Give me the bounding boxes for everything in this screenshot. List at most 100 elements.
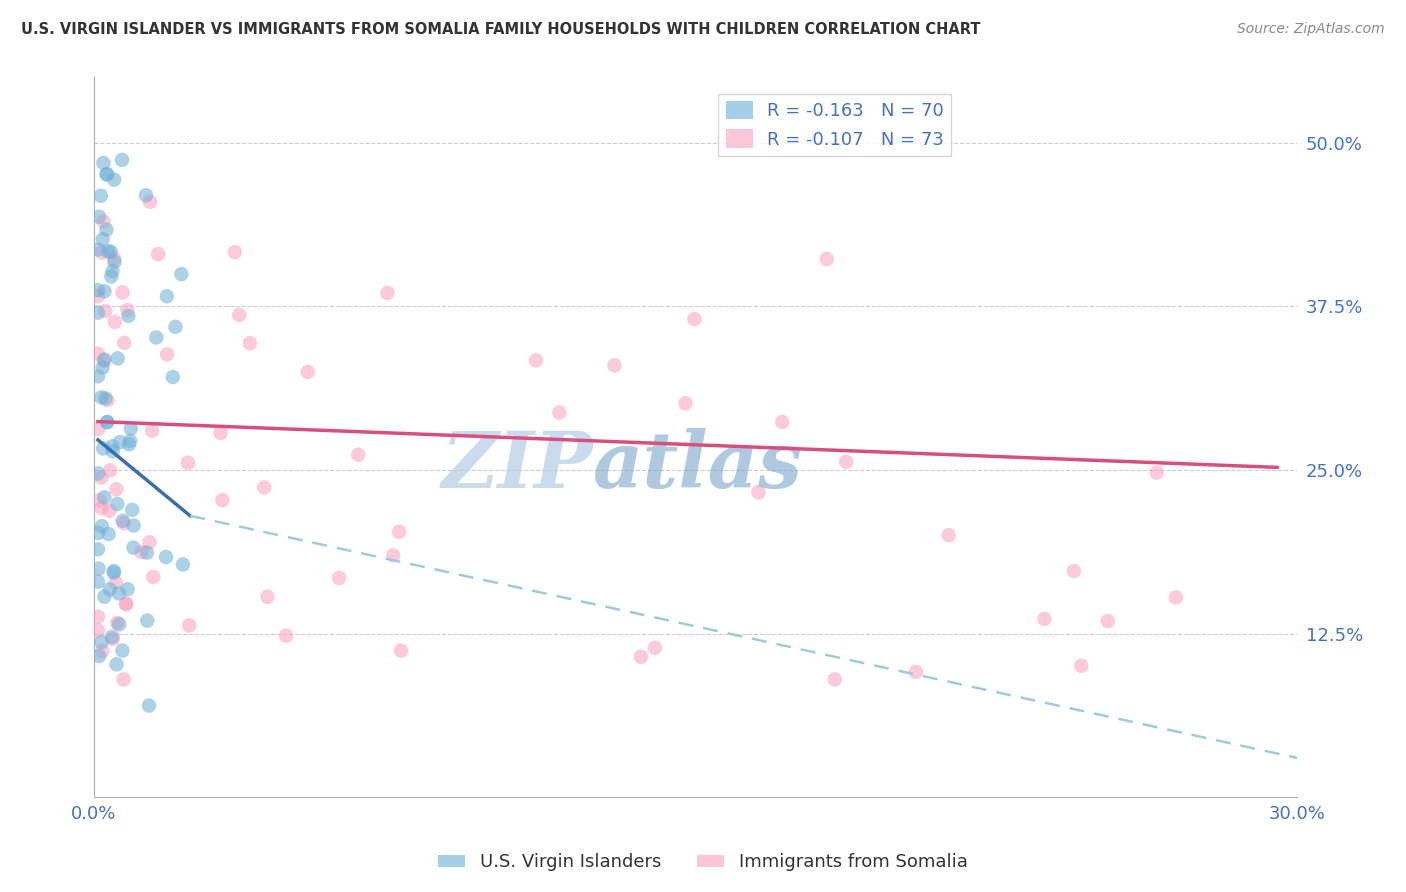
Point bbox=[548, 406, 571, 420]
Legend: U.S. Virgin Islanders, Immigrants from Somalia: U.S. Virgin Islanders, Immigrants from S… bbox=[432, 847, 974, 879]
Point bbox=[105, 483, 128, 497]
Point bbox=[115, 597, 138, 611]
Point bbox=[100, 269, 122, 284]
Point bbox=[108, 586, 131, 600]
Point bbox=[328, 571, 350, 585]
Point bbox=[135, 545, 157, 559]
Point bbox=[87, 305, 110, 319]
Point bbox=[117, 309, 139, 323]
Text: Source: ZipAtlas.com: Source: ZipAtlas.com bbox=[1237, 22, 1385, 37]
Point bbox=[115, 597, 138, 611]
Point bbox=[97, 527, 120, 541]
Point bbox=[90, 500, 112, 515]
Point bbox=[603, 359, 626, 373]
Point bbox=[139, 194, 162, 209]
Point bbox=[108, 617, 131, 632]
Point bbox=[91, 245, 114, 260]
Point bbox=[377, 285, 399, 300]
Point bbox=[630, 649, 652, 664]
Point bbox=[111, 514, 134, 528]
Point bbox=[172, 558, 194, 572]
Point bbox=[938, 528, 960, 542]
Point bbox=[135, 188, 157, 202]
Point bbox=[1097, 614, 1119, 628]
Point bbox=[177, 456, 200, 470]
Point bbox=[239, 336, 262, 351]
Point bbox=[105, 657, 128, 672]
Point bbox=[112, 516, 135, 530]
Point bbox=[1063, 564, 1085, 578]
Point bbox=[117, 582, 139, 597]
Point bbox=[93, 285, 115, 299]
Point bbox=[93, 352, 115, 367]
Point bbox=[1164, 591, 1187, 605]
Point bbox=[96, 167, 118, 181]
Text: ZIP: ZIP bbox=[441, 428, 593, 504]
Point bbox=[389, 643, 412, 657]
Point bbox=[87, 422, 110, 436]
Point bbox=[101, 444, 124, 458]
Point bbox=[162, 370, 184, 384]
Point bbox=[87, 624, 110, 638]
Point bbox=[90, 188, 112, 202]
Point bbox=[297, 365, 319, 379]
Point bbox=[747, 485, 769, 500]
Point bbox=[644, 640, 666, 655]
Point bbox=[103, 566, 125, 580]
Point bbox=[1033, 612, 1056, 626]
Point bbox=[87, 561, 110, 575]
Point bbox=[104, 315, 127, 329]
Point bbox=[382, 549, 405, 563]
Point bbox=[101, 632, 124, 646]
Point bbox=[111, 153, 134, 167]
Point bbox=[90, 635, 112, 649]
Point bbox=[96, 222, 118, 236]
Point bbox=[101, 439, 124, 453]
Point bbox=[87, 610, 110, 624]
Point bbox=[94, 392, 117, 406]
Point bbox=[111, 285, 134, 300]
Point bbox=[209, 425, 232, 440]
Point bbox=[131, 545, 153, 559]
Point bbox=[91, 232, 114, 246]
Point bbox=[146, 247, 169, 261]
Point bbox=[165, 319, 187, 334]
Point bbox=[675, 396, 697, 410]
Point bbox=[87, 369, 110, 384]
Point bbox=[138, 698, 160, 713]
Point bbox=[87, 467, 110, 481]
Point bbox=[101, 630, 124, 644]
Point bbox=[87, 346, 110, 360]
Point bbox=[93, 354, 115, 368]
Point bbox=[1146, 466, 1168, 480]
Point bbox=[89, 493, 111, 508]
Point bbox=[103, 252, 125, 266]
Point bbox=[122, 518, 145, 533]
Text: atlas: atlas bbox=[593, 428, 803, 504]
Point bbox=[101, 264, 124, 278]
Point bbox=[211, 493, 233, 508]
Point bbox=[815, 252, 838, 266]
Point bbox=[98, 504, 121, 518]
Point bbox=[90, 470, 112, 484]
Point bbox=[98, 582, 121, 597]
Point bbox=[87, 283, 110, 297]
Point bbox=[91, 644, 114, 658]
Point bbox=[136, 614, 159, 628]
Point bbox=[112, 335, 135, 350]
Point bbox=[96, 167, 118, 181]
Point bbox=[276, 629, 298, 643]
Point bbox=[118, 437, 141, 451]
Point bbox=[96, 415, 118, 429]
Point bbox=[156, 289, 179, 303]
Point bbox=[97, 244, 120, 259]
Point bbox=[224, 245, 246, 260]
Point bbox=[103, 564, 125, 578]
Point bbox=[98, 463, 121, 477]
Point bbox=[91, 442, 114, 456]
Point bbox=[524, 353, 547, 368]
Point bbox=[155, 549, 177, 564]
Point bbox=[103, 255, 125, 269]
Point bbox=[170, 267, 193, 281]
Point bbox=[824, 673, 846, 687]
